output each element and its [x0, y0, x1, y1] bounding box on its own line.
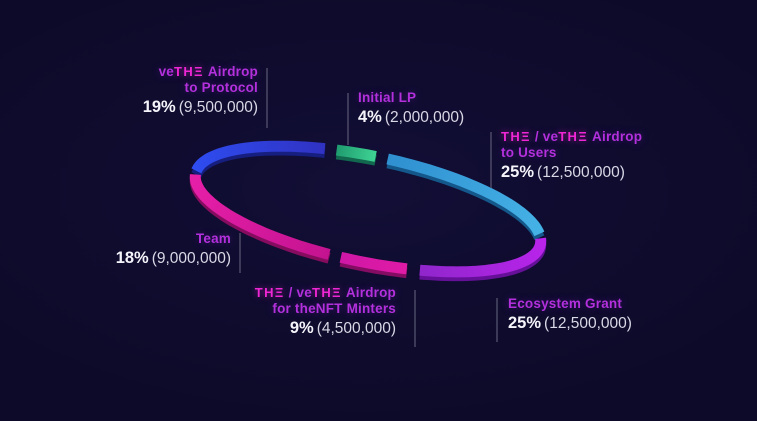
amount-value: (9,500,000): [178, 99, 258, 117]
label-line: to Protocol: [143, 80, 258, 96]
percent-value: 25%: [508, 314, 542, 333]
ring-segment-vethe-airdrop-to-protocol: [191, 140, 326, 174]
amount-value: (4,500,000): [316, 320, 396, 338]
label-line: for theNFT Minters: [255, 301, 396, 317]
callout-ecosystem-grant: Ecosystem Grant 25% (12,500,000): [496, 296, 632, 342]
leader-line: [496, 298, 498, 342]
label-line: Team: [116, 231, 231, 247]
segment-label: Ecosystem Grant: [508, 296, 632, 312]
segment-value: 25% (12,500,000): [508, 314, 632, 333]
callout-initial-lp: Initial LP 4% (2,000,000): [347, 90, 464, 145]
label-line: THΞ / veTHΞ Airdrop: [255, 285, 396, 301]
label-text: Team: [195, 231, 231, 246]
label-text: Airdrop: [341, 285, 396, 300]
label-text: Initial LP: [358, 90, 417, 105]
callout-vethe-airdrop-to-protocol: veTHΞ Airdrop to Protocol 19% (9,500,000): [143, 64, 268, 128]
segment-value: 25% (12,500,000): [501, 163, 642, 182]
label-text: ve: [158, 64, 174, 79]
leader-line: [414, 290, 416, 347]
ring-segment-initial-lp: [335, 144, 377, 162]
callout-the-vethe-airdrop-for-thenft-minters: THΞ / veTHΞ Airdrop for theNFT Minters 9%…: [255, 285, 416, 347]
the-wordmark: THΞ: [311, 285, 342, 300]
percent-value: 25%: [501, 163, 535, 182]
label-line: Initial LP: [358, 90, 464, 106]
label-text: to Protocol: [184, 80, 258, 96]
label-text: / ve: [530, 129, 559, 144]
segment-value: 4% (2,000,000): [358, 108, 464, 127]
segment-label: veTHΞ Airdrop to Protocol: [143, 64, 258, 96]
label-text: for theNFT Minters: [272, 301, 396, 317]
the-wordmark: THΞ: [254, 285, 285, 300]
segment-label: Team: [116, 231, 231, 247]
the-wordmark: THΞ: [173, 64, 204, 79]
ring-segment-team: [189, 174, 331, 260]
callout-team: Team 18% (9,000,000): [116, 231, 241, 273]
label-text: / ve: [284, 285, 312, 300]
segment-label: Initial LP: [358, 90, 464, 106]
amount-value: (12,500,000): [537, 164, 625, 182]
segment-value: 19% (9,500,000): [143, 98, 258, 117]
ring-segment-shadow-vethe-airdrop-to-protocol: [191, 144, 326, 178]
segment-label: THΞ / veTHΞ Airdrop for theNFT Minters: [255, 285, 396, 317]
percent-value: 4%: [358, 108, 382, 127]
segment-value: 18% (9,000,000): [116, 249, 231, 268]
callout-the-vethe-airdrop-to-users: THΞ / veTHΞ Airdrop to Users 25% (12,500,0…: [490, 129, 642, 188]
segment-value: 9% (4,500,000): [255, 319, 396, 338]
leader-line: [266, 68, 268, 128]
percent-value: 18%: [115, 249, 149, 268]
percent-value: 9%: [289, 319, 314, 338]
the-wordmark: THΞ: [558, 129, 589, 144]
percent-value: 19%: [142, 98, 176, 117]
leader-line: [347, 93, 349, 145]
label-text: Airdrop: [203, 64, 258, 79]
label-line: THΞ / veTHΞ Airdrop: [501, 129, 642, 145]
leader-line: [490, 132, 492, 188]
segment-label: THΞ / veTHΞ Airdrop to Users: [501, 129, 642, 161]
amount-value: (9,000,000): [151, 250, 231, 268]
label-text: to Users: [501, 145, 557, 161]
the-wordmark: THΞ: [501, 129, 531, 144]
ring-segment-ecosystem-grant: [419, 237, 547, 278]
label-text: Ecosystem Grant: [508, 296, 623, 311]
ring-segment-the-vethe-airdrop-for-thenft-minters: [339, 251, 408, 275]
label-line: Ecosystem Grant: [508, 296, 632, 312]
label-line: veTHΞ Airdrop: [143, 64, 258, 80]
leader-line: [239, 233, 241, 273]
label-text: Airdrop: [588, 129, 643, 144]
label-line: to Users: [501, 145, 642, 161]
ring-segment-the-vethe-airdrop-to-users: [386, 153, 545, 237]
amount-value: (2,000,000): [384, 109, 465, 127]
amount-value: (12,500,000): [544, 315, 632, 333]
